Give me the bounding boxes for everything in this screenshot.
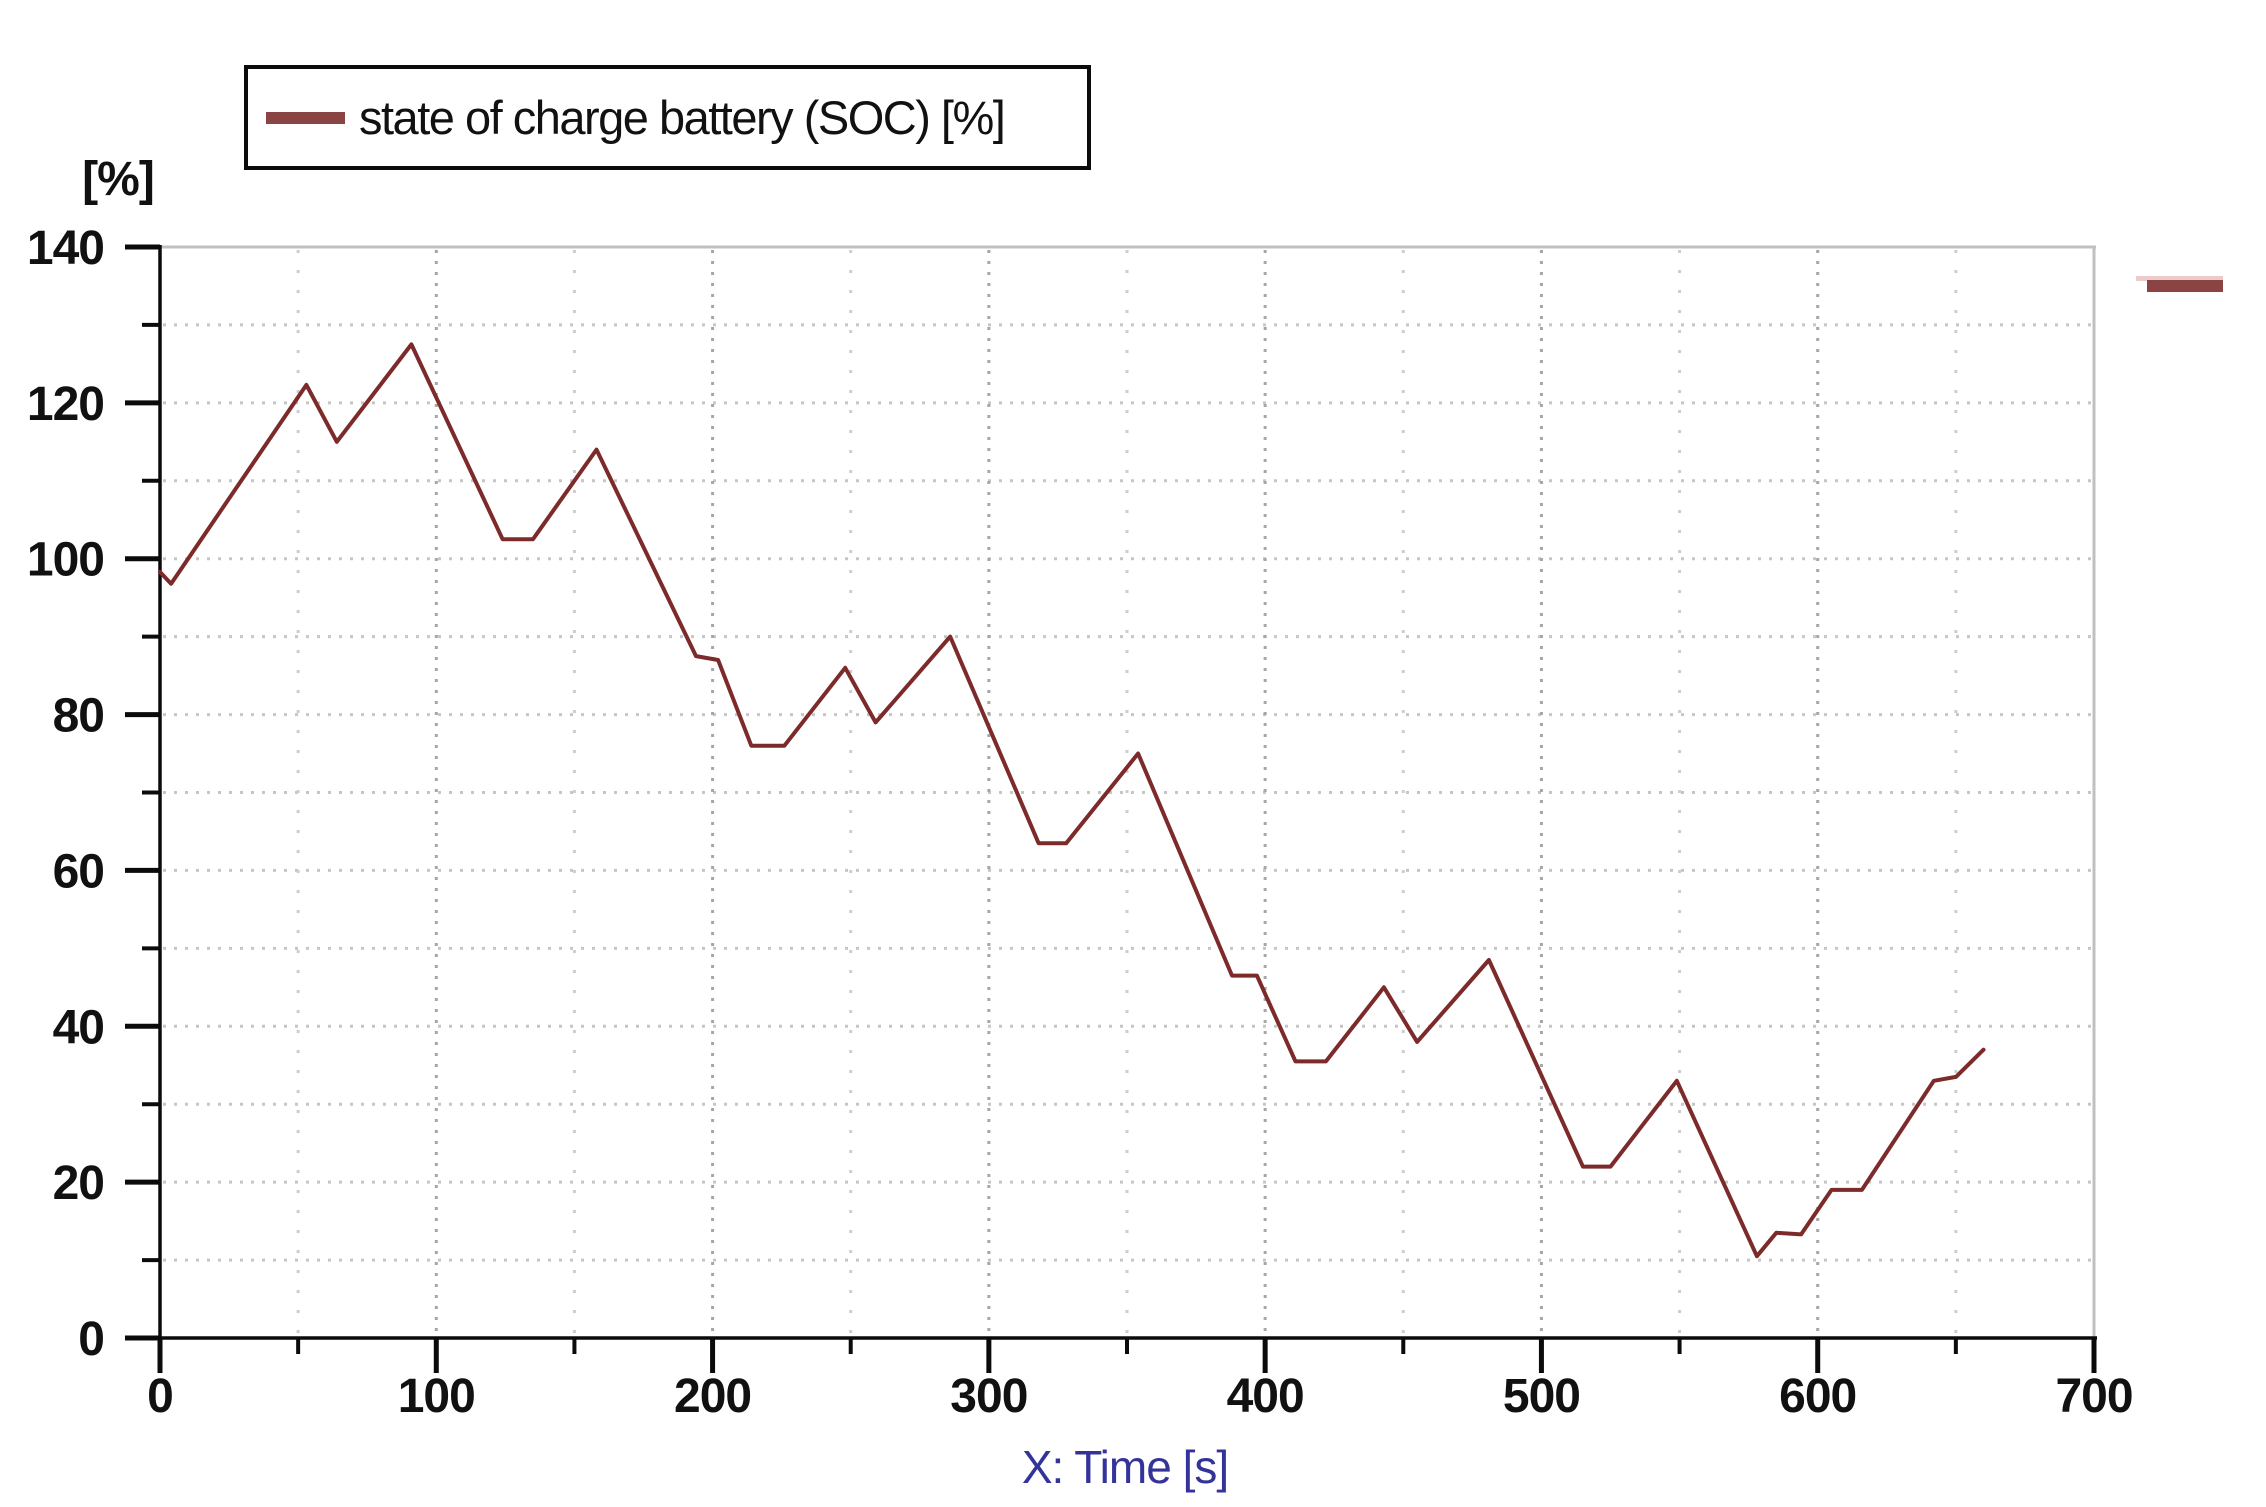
x-tick-label: 100 bbox=[398, 1370, 475, 1423]
x-tick-label: 600 bbox=[1779, 1370, 1856, 1423]
x-tick-label: 400 bbox=[1227, 1370, 1304, 1423]
x-tick-label: 300 bbox=[950, 1370, 1027, 1423]
y-tick-label: 20 bbox=[53, 1157, 104, 1210]
x-tick-label: 700 bbox=[2055, 1370, 2132, 1423]
cropped-line-fragment-halo bbox=[2136, 276, 2223, 281]
x-tick-label: 500 bbox=[1503, 1370, 1580, 1423]
legend: state of charge battery (SOC) [%] bbox=[244, 65, 1091, 170]
legend-series-label: state of charge battery (SOC) [%] bbox=[359, 91, 1006, 144]
y-tick-label: 120 bbox=[27, 378, 104, 431]
y-tick-label: 80 bbox=[53, 690, 104, 743]
y-tick-label: 60 bbox=[53, 845, 104, 898]
cropped-line-fragment bbox=[2147, 280, 2223, 292]
x-tick-label: 200 bbox=[674, 1370, 751, 1423]
y-tick-label: 40 bbox=[53, 1001, 104, 1054]
x-tick-label: 0 bbox=[147, 1370, 173, 1423]
legend-line-sample bbox=[266, 111, 345, 124]
y-tick-label: 140 bbox=[27, 222, 104, 275]
y-axis-unit-label: [%] bbox=[82, 153, 155, 206]
soc-curve bbox=[158, 342, 1986, 1259]
y-tick-label: 100 bbox=[27, 534, 104, 587]
y-tick-label: 0 bbox=[78, 1313, 104, 1366]
x-axis-title: X: Time [s] bbox=[1021, 1441, 1229, 1493]
